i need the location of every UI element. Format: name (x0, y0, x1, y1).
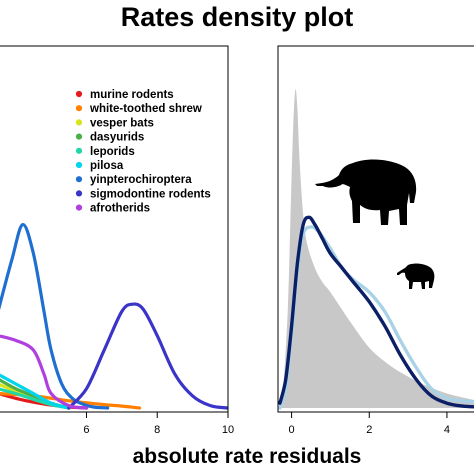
right-line-series-2 (278, 215, 474, 409)
left-density-panel: 6 8 10 (0, 45, 234, 436)
legend-item: white-toothed shrew (75, 103, 202, 115)
legend-marker (75, 176, 83, 183)
legend-marker (75, 147, 83, 154)
left-plot-frame (0, 45, 229, 413)
chart-title: Rates density plot (121, 2, 354, 32)
legend-label: sigmodontine rodents (90, 188, 211, 200)
legend-marker (75, 119, 83, 126)
legend-label: afrotherids (90, 203, 150, 215)
legend-label: leporids (90, 146, 135, 158)
elephant-shrew-icon (397, 263, 435, 289)
x-tick-label: 6 (83, 424, 89, 436)
legend-item: sigmodontine rodents (75, 188, 211, 200)
legend-label: dasyurids (90, 132, 144, 144)
left-plot-area (0, 223, 228, 410)
left-line-sigmodontine-rodents (67, 302, 228, 410)
x-tick-label: 2 (366, 424, 372, 436)
legend-label: yinpterochiroptera (90, 174, 192, 186)
legend-item: murine rodents (75, 89, 174, 101)
legend-marker (75, 105, 83, 112)
legend-marker (75, 90, 83, 98)
legend-label: murine rodents (90, 89, 174, 101)
right-density-area (281, 89, 474, 408)
right-density-panel: 0 2 4 (277, 45, 474, 436)
x-tick-label: 4 (444, 424, 450, 436)
right-plot-frame (277, 45, 474, 413)
right-plot-area (278, 89, 474, 410)
left-line-yinpterochiroptera (0, 223, 110, 410)
legend-marker (75, 190, 83, 197)
x-tick-label: 8 (154, 424, 160, 436)
legend-marker (75, 204, 83, 211)
legend-marker (75, 133, 83, 140)
legend-item: leporids (75, 146, 135, 158)
x-axis-title: absolute rate residuals (133, 445, 362, 468)
legend: murine rodents white-toothed shrew vesper … (75, 89, 211, 215)
elephant-icon (315, 159, 417, 225)
legend-item: afrotherids (75, 203, 150, 215)
legend-label: pilosa (90, 160, 124, 172)
legend-item: dasyurids (75, 132, 144, 144)
legend-item: yinpterochiroptera (75, 174, 192, 186)
legend-marker (75, 161, 83, 169)
x-tick-label: 10 (222, 424, 234, 436)
left-line-afrotherids (0, 334, 89, 410)
left-line-pilosa (0, 373, 71, 410)
legend-label: white-toothed shrew (89, 103, 202, 115)
legend-item: vesper bats (75, 117, 154, 129)
legend-label: vesper bats (90, 117, 154, 129)
x-tick-label: 0 (289, 424, 295, 436)
legend-item: pilosa (75, 160, 124, 172)
